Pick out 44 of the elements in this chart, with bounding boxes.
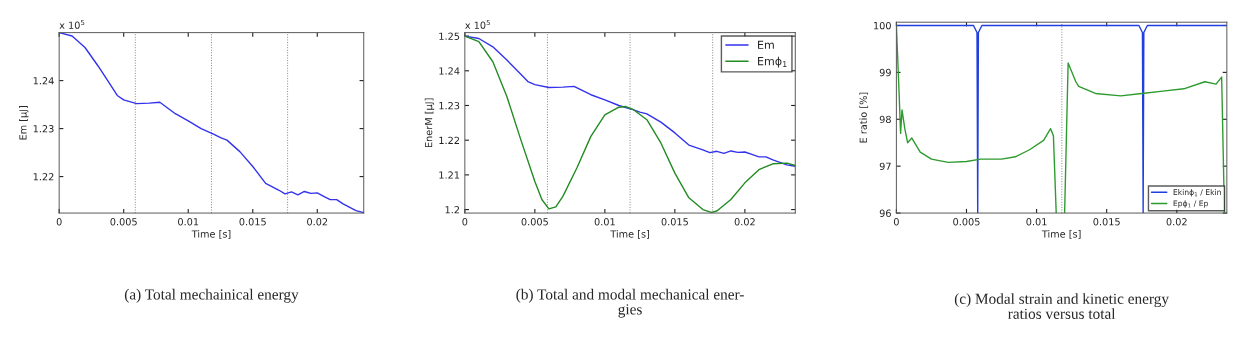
- x-axis-title: Time [s]: [610, 230, 649, 239]
- x-tick-label: 0.02: [307, 218, 328, 226]
- x-tick-label: 0.005: [953, 218, 980, 226]
- x-tick-label: 0.015: [239, 218, 266, 226]
- y-tick-label: 100: [874, 21, 891, 30]
- y-tick-label: 98: [879, 115, 891, 124]
- x-tick-label: 0: [56, 218, 62, 226]
- x-tick-label: 0.02: [1166, 218, 1187, 226]
- x-tick-label: 0.015: [1093, 218, 1120, 226]
- legend-label: Emϕ$_{1}$: [758, 56, 787, 68]
- text: (c) Modal strain and kinetic energy ratios versus total: [954, 293, 1169, 319]
- x-tick-label: 0.005: [110, 218, 137, 226]
- y-axis-title: Em [µJ]: [19, 106, 29, 140]
- y-tick-label: 1.24: [439, 67, 460, 75]
- x-tick-label: 0.01: [594, 218, 615, 226]
- y-tick-label: 1.2: [445, 206, 460, 214]
- y-tick-label: 1.23: [33, 125, 54, 133]
- x-tick-label: 0.005: [521, 218, 548, 226]
- y-tick-label: 1.22: [439, 136, 460, 144]
- y-tick-label: 1.25: [439, 32, 460, 40]
- y-axis-title: EnerM [µJ]: [424, 98, 435, 148]
- legend-label: Em: [758, 40, 774, 49]
- x-tick-label: 0: [893, 218, 899, 226]
- y-axis-title: E ratio [%]: [859, 92, 869, 143]
- x-tick-label: 0.015: [661, 218, 688, 226]
- y-tick-label: 1.23: [439, 101, 460, 110]
- y-tick-label: 1.21: [439, 171, 460, 179]
- x-tick-label: 0.01: [178, 218, 199, 226]
- line-series: [464, 35, 796, 214]
- y-tick-label: 1.24: [33, 77, 54, 85]
- x-axis-title: Time [s]: [1041, 230, 1081, 239]
- text: (b) Total and modal mechanical ener- gies: [516, 288, 744, 318]
- x-tick-label: 0: [462, 218, 468, 226]
- text: x 10$^{5}$: [465, 20, 490, 29]
- y-tick-label: 97: [879, 162, 891, 170]
- line-series: [59, 32, 364, 214]
- y-tick-label: 99: [879, 68, 891, 77]
- x-axis-title: Time [s]: [191, 230, 231, 239]
- y-tick-label: 96: [879, 209, 891, 217]
- x-tick-label: 0.02: [734, 218, 755, 226]
- x-tick-label: 0.01: [1026, 218, 1047, 226]
- text: x 10$^{5}$: [59, 20, 85, 29]
- text: (a) Total mechainical energy: [124, 288, 299, 303]
- y-tick-label: 1.22: [33, 173, 54, 181]
